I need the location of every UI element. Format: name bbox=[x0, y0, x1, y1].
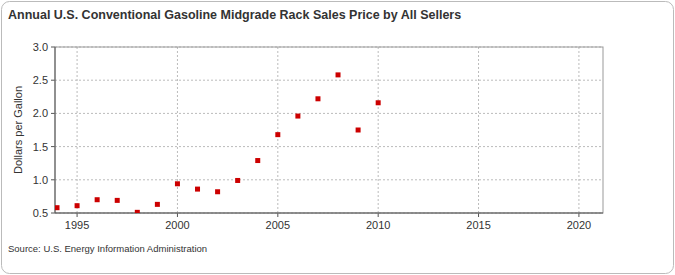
frame bbox=[2, 2, 674, 274]
point bbox=[195, 187, 200, 192]
tick-mark bbox=[51, 179, 55, 180]
tick-mark bbox=[177, 213, 178, 217]
point bbox=[315, 96, 320, 101]
point bbox=[95, 197, 100, 202]
grid-line bbox=[55, 113, 603, 114]
tick-mark bbox=[378, 213, 379, 217]
tick-label: 2015 bbox=[466, 219, 490, 231]
chart: 0.5 1.0 1.5 2.0 2.5 3.0 1995 2000 2005 2010 2015 20… bbox=[0, 0, 675, 275]
tick-mark bbox=[478, 213, 479, 217]
grid-line bbox=[55, 80, 603, 81]
point bbox=[356, 128, 361, 133]
tick-mark bbox=[51, 47, 55, 48]
title: Annual U.S. Conventional Gasoline Midgra… bbox=[8, 8, 461, 22]
point bbox=[135, 210, 140, 213]
point bbox=[75, 203, 80, 208]
tick-mark bbox=[51, 80, 55, 81]
point bbox=[336, 72, 341, 77]
tick-label: 2010 bbox=[366, 219, 390, 231]
tick-label: 0.5 bbox=[33, 207, 48, 219]
point bbox=[115, 198, 120, 203]
grid-line bbox=[578, 47, 579, 213]
grid-line bbox=[55, 146, 603, 147]
grid-line bbox=[478, 47, 479, 213]
point bbox=[155, 202, 160, 207]
tick-label: 2005 bbox=[266, 219, 290, 231]
tick-label: 1.0 bbox=[33, 174, 48, 186]
tick-mark bbox=[51, 113, 55, 114]
tick-label: 1.5 bbox=[33, 141, 48, 153]
plot-frame bbox=[55, 47, 603, 213]
grid-line bbox=[77, 47, 78, 213]
point bbox=[235, 178, 240, 183]
tick-label: 3.0 bbox=[33, 41, 48, 53]
point bbox=[55, 205, 60, 210]
grid-line bbox=[378, 47, 379, 213]
grid-line bbox=[277, 47, 278, 213]
grid-line bbox=[55, 179, 603, 180]
point bbox=[376, 100, 381, 105]
tick-mark bbox=[277, 213, 278, 217]
point bbox=[275, 132, 280, 137]
y-axis-label: Dollars per Gallon bbox=[12, 86, 24, 174]
source: Source: U.S. Energy Information Administ… bbox=[8, 243, 207, 254]
point bbox=[215, 189, 220, 194]
points bbox=[55, 72, 381, 213]
grid-line bbox=[177, 47, 178, 213]
point bbox=[255, 158, 260, 163]
tick-mark bbox=[77, 213, 78, 217]
point bbox=[295, 114, 300, 119]
tick-mark bbox=[578, 213, 579, 217]
y-axis bbox=[55, 47, 56, 213]
tick-label: 1995 bbox=[65, 219, 89, 231]
tick-label: 2020 bbox=[567, 219, 591, 231]
point bbox=[175, 181, 180, 186]
tick-mark bbox=[51, 213, 55, 214]
tick-mark bbox=[51, 146, 55, 147]
tick-label: 2000 bbox=[165, 219, 189, 231]
tick-label: 2.5 bbox=[33, 74, 48, 86]
tick-label: 2.0 bbox=[33, 107, 48, 119]
